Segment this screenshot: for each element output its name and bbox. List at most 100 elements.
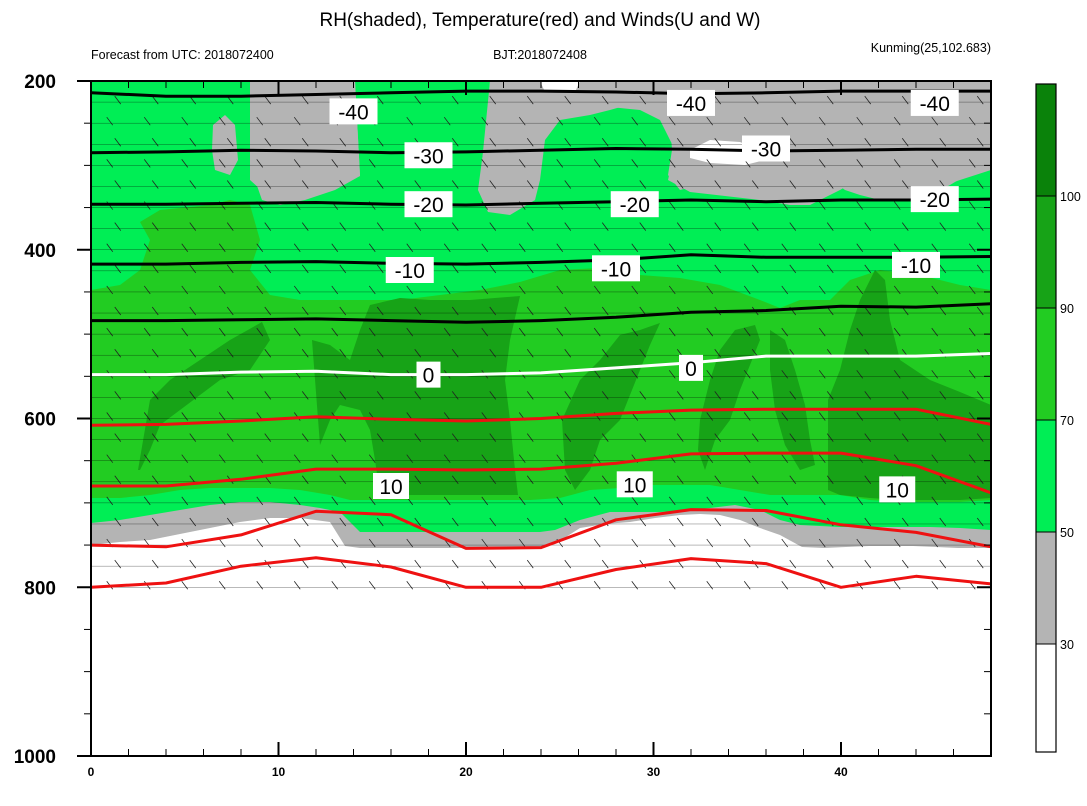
wind-barb xyxy=(931,327,939,337)
temperature-contour-line xyxy=(91,556,991,589)
wind-barb xyxy=(489,517,497,527)
wind-barb xyxy=(706,159,714,168)
wind-barb xyxy=(818,538,826,548)
wind-barb xyxy=(181,285,189,295)
wind-barb xyxy=(151,306,159,316)
wind-barb xyxy=(106,454,114,463)
wind-barb xyxy=(714,517,722,527)
wind-barb xyxy=(864,138,872,147)
y-tick-label: 800 xyxy=(24,578,56,599)
wind-barb xyxy=(826,138,834,147)
wind-barb xyxy=(376,348,384,358)
wind-barb xyxy=(818,454,826,463)
wind-barb xyxy=(556,327,564,337)
wind-barb xyxy=(564,264,572,274)
wind-barb xyxy=(526,517,534,527)
wind-barb xyxy=(143,496,151,506)
wind-barb xyxy=(789,559,797,569)
wind-barb xyxy=(414,475,422,485)
wind-barb xyxy=(564,517,572,527)
temperature-contours xyxy=(91,89,991,589)
rh-band-gray-topright xyxy=(668,81,991,200)
contour-label: -20 xyxy=(920,189,950,212)
colorbar-label-70: 70 xyxy=(1060,414,1074,428)
wind-barb xyxy=(639,138,647,147)
rh-band-gray-mid xyxy=(478,81,650,215)
colorbar-label-100: 100 xyxy=(1060,190,1081,204)
wind-barb xyxy=(189,517,197,527)
wind-barb xyxy=(518,285,526,295)
wind-barb xyxy=(931,370,939,379)
wind-barb xyxy=(339,138,347,147)
wind-barb xyxy=(376,433,384,442)
wind-barb xyxy=(368,285,376,295)
wind-barb xyxy=(856,370,864,379)
wind-barb xyxy=(976,180,984,189)
wind-barb xyxy=(376,138,384,147)
wind-barb xyxy=(114,180,122,189)
wind-barb xyxy=(893,370,901,379)
wind-barb xyxy=(939,138,947,147)
wind-barb xyxy=(668,201,676,210)
plot-area: -40 -40 -40 -30 -30 -20 -20 -20 -10 -10 -10 0 0 10 10 1… xyxy=(91,81,991,756)
wind-barb xyxy=(743,201,751,210)
wind-barb xyxy=(931,538,939,548)
temperature-contour-line xyxy=(91,451,991,495)
wind-barb xyxy=(518,159,526,168)
x-tick-label: 30 xyxy=(647,765,661,779)
colorbar-label-50: 50 xyxy=(1060,526,1074,540)
wind-barb xyxy=(256,159,264,168)
wind-barb xyxy=(489,180,497,189)
wind-barb xyxy=(414,306,422,316)
wind-barb xyxy=(631,159,639,168)
wind-barb xyxy=(406,454,414,463)
wind-barb xyxy=(668,412,676,421)
wind-barb xyxy=(781,454,789,463)
wind-barb xyxy=(518,538,526,548)
contour-label-box xyxy=(910,186,959,213)
wind-barb xyxy=(518,327,526,337)
wind-barb xyxy=(593,454,601,463)
wind-barb xyxy=(331,243,339,252)
wind-barb xyxy=(818,201,826,210)
temperature-contour-line xyxy=(91,352,991,377)
wind-barb xyxy=(114,433,122,442)
wind-barb xyxy=(489,391,497,400)
wind-barb xyxy=(781,581,789,590)
wind-barb xyxy=(218,581,226,590)
contour-label-box xyxy=(879,476,916,503)
wind-barb xyxy=(368,538,376,548)
wind-barb xyxy=(226,433,234,442)
wind-barb xyxy=(218,285,226,295)
wind-barb xyxy=(189,433,197,442)
subtitle-forecast: Forecast from UTC: 2018072400 xyxy=(91,48,274,62)
wind-barb xyxy=(264,348,272,358)
wind-barb xyxy=(564,391,572,400)
wind-barb xyxy=(189,222,197,231)
wind-barb xyxy=(481,285,489,295)
wind-barb xyxy=(893,116,901,126)
wind-barb xyxy=(339,180,347,189)
wind-barb xyxy=(226,348,234,358)
wind-barb xyxy=(939,559,947,569)
wind-barb xyxy=(106,116,114,126)
wind-barb xyxy=(189,180,197,189)
wind-barb xyxy=(668,327,676,337)
wind-barb xyxy=(856,538,864,548)
wind-barb xyxy=(743,581,751,590)
wind-barb xyxy=(706,454,714,463)
wind-barb xyxy=(706,116,714,126)
wind-barb xyxy=(489,348,497,358)
wind-barb xyxy=(518,496,526,506)
wind-barb xyxy=(976,517,984,527)
wind-barb xyxy=(526,138,534,147)
contour-label: 0 xyxy=(423,365,435,388)
wind-barb xyxy=(706,538,714,548)
wind-barb xyxy=(114,264,122,274)
temperature-contour-line xyxy=(91,508,991,550)
wind-barb xyxy=(968,285,976,295)
wind-barb xyxy=(826,559,834,569)
wind-barb xyxy=(893,243,901,252)
wind-barb xyxy=(489,138,497,147)
wind-barb xyxy=(601,433,609,442)
